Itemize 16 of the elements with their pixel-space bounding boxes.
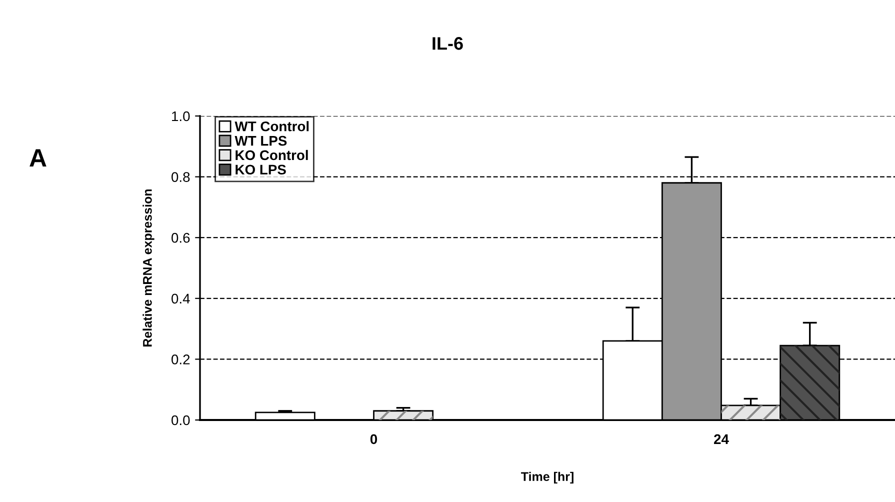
y-tick-label: 0.4 [172, 294, 190, 304]
x-axis-title: Time [hr] [521, 472, 574, 484]
y-tick-label: 0.0 [172, 415, 190, 426]
legend-label: WT Control [234, 121, 309, 132]
x-tick-label: 0 [370, 434, 378, 444]
legend-label: WT LPS [234, 136, 287, 146]
text: A [30, 149, 46, 166]
y-tick-label: 0.6 [172, 232, 190, 243]
chart-title: IL-6 [432, 37, 463, 50]
y-axis-title: Relative mRNA expression [142, 189, 154, 346]
y-tick-label: 1.0 [172, 111, 190, 122]
y-tick-label: 0.2 [172, 354, 190, 364]
y-tick-label: 0.8 [172, 172, 190, 182]
legend-label: KO Control [236, 150, 308, 160]
x-tick-label: 24 [714, 434, 729, 444]
legend-label: KO LPS [236, 164, 286, 175]
